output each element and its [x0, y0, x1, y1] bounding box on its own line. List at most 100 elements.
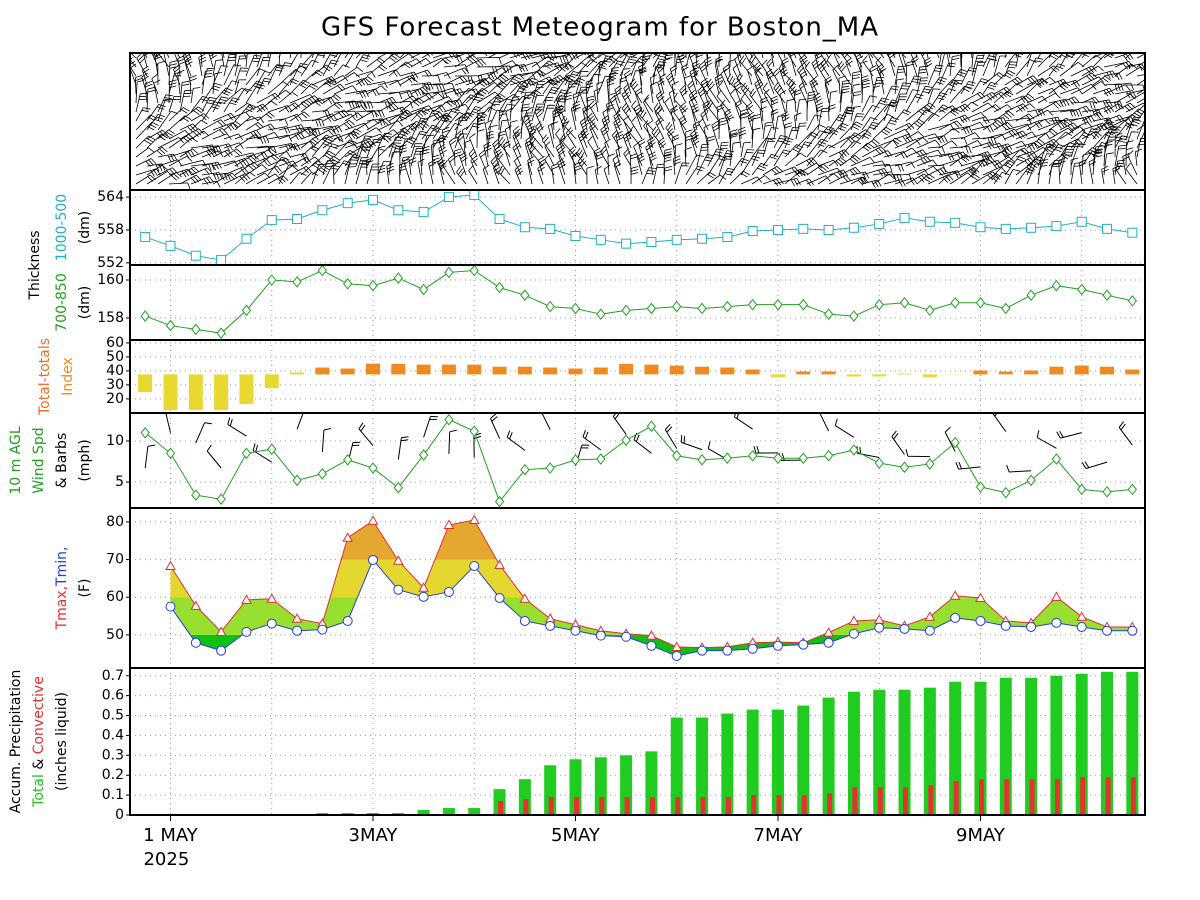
bar — [973, 370, 988, 375]
marker — [520, 289, 530, 301]
y-axis-label: (dm) — [77, 211, 93, 244]
marker — [215, 626, 227, 636]
y-tick-label: 50 — [106, 349, 124, 365]
marker — [292, 276, 302, 288]
marker — [849, 310, 859, 322]
y-tick-label: 50 — [106, 627, 124, 643]
bar — [548, 797, 554, 815]
marker — [1026, 621, 1037, 632]
marker — [494, 281, 505, 294]
marker — [1001, 486, 1011, 499]
marker — [899, 296, 910, 309]
marker — [722, 232, 733, 243]
marker — [950, 296, 960, 309]
marker — [772, 640, 783, 651]
bar — [852, 787, 858, 815]
marker — [849, 444, 859, 456]
bar — [978, 779, 984, 815]
y-axis-label: (F) — [77, 579, 93, 598]
marker — [646, 420, 657, 433]
marker — [722, 645, 733, 656]
bar — [1105, 777, 1111, 815]
marker — [368, 462, 378, 474]
marker — [292, 214, 303, 225]
marker — [848, 222, 859, 233]
marker — [823, 627, 834, 637]
bar — [467, 364, 482, 375]
x-tick-label: 3MAY — [349, 825, 399, 846]
bar — [1029, 779, 1035, 815]
marker — [672, 449, 682, 462]
y-axis-label-part: Total — [31, 774, 47, 808]
bar — [1074, 365, 1089, 375]
y-tick-label: 60 — [106, 335, 124, 351]
marker — [646, 237, 657, 248]
temp-band — [170, 559, 1133, 598]
marker — [874, 218, 885, 229]
bar — [1100, 366, 1115, 375]
marker — [494, 214, 505, 225]
bar — [523, 799, 529, 815]
y-axis-label-part: 10 m AGL — [8, 426, 24, 495]
marker — [925, 304, 935, 317]
marker — [924, 625, 935, 636]
marker — [216, 645, 227, 656]
bar — [669, 365, 684, 375]
marker — [823, 637, 834, 648]
bar — [214, 374, 229, 411]
marker — [216, 493, 226, 506]
marker — [1102, 223, 1113, 234]
bar — [239, 374, 254, 405]
marker — [494, 559, 505, 569]
marker — [267, 443, 277, 455]
marker — [368, 279, 378, 292]
y-axis-label-part: Index — [60, 357, 76, 396]
marker — [317, 265, 328, 277]
y-tick-label: 0.3 — [102, 747, 124, 763]
wind-barbs — [144, 413, 1133, 473]
bar — [188, 374, 203, 411]
panel-frame — [129, 507, 1146, 669]
bar — [898, 689, 911, 815]
marker — [596, 453, 606, 465]
marker — [418, 582, 429, 592]
marker — [191, 489, 201, 501]
bar — [644, 364, 659, 375]
panel-frame — [129, 189, 1146, 266]
bar — [498, 801, 504, 815]
y-axis-label-part: Convective — [31, 676, 47, 754]
marker — [469, 265, 479, 277]
bar — [928, 785, 934, 815]
marker — [494, 592, 505, 603]
marker — [1127, 483, 1137, 496]
bar — [416, 364, 431, 375]
marker — [545, 462, 555, 474]
panel-frame — [129, 412, 1146, 509]
marker — [823, 449, 834, 462]
marker — [367, 554, 378, 565]
bar — [897, 373, 912, 375]
marker — [899, 623, 910, 634]
marker — [317, 624, 328, 635]
marker — [190, 600, 202, 610]
marker — [1000, 620, 1011, 631]
marker — [1001, 302, 1011, 315]
y-axis-label: (mph) — [77, 439, 93, 481]
marker — [772, 224, 783, 235]
bar — [846, 374, 861, 377]
x-tick-label: 1 MAY — [143, 825, 199, 846]
y-axis-label-part: (dm) — [77, 286, 93, 319]
y-axis-label: 10 m AGL — [8, 426, 24, 495]
marker — [343, 454, 353, 466]
marker — [924, 611, 936, 621]
wind-barbs-profile — [130, 53, 1145, 190]
marker — [570, 625, 581, 636]
bar — [1024, 370, 1039, 375]
marker — [393, 205, 404, 216]
bar — [796, 371, 811, 375]
x-year-label: 2025 — [143, 849, 189, 870]
marker — [595, 630, 606, 641]
marker — [798, 452, 808, 465]
marker — [1051, 279, 1062, 292]
